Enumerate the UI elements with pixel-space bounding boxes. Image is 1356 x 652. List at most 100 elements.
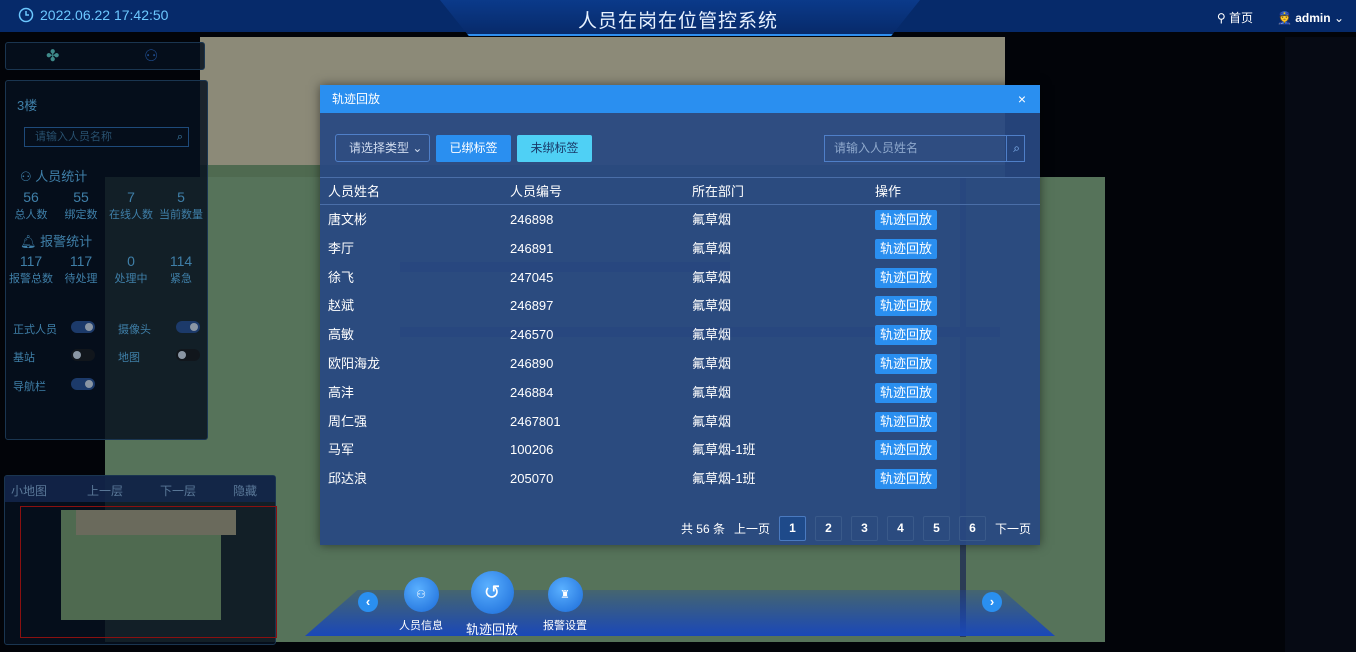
track-playback-button[interactable]: 轨迹回放	[875, 411, 938, 432]
cell-dept: 氟草烟	[692, 240, 732, 256]
stats-panel: 3楼 请输入人员名称 ⌕ ⚇ 人员统计 56 总人数 55 绑定数 7 在线人数 5 当前…	[5, 80, 208, 440]
table-header: 人员姓名 人员编号 所在部门 操作	[320, 178, 1040, 205]
toggle-camera[interactable]	[176, 321, 200, 333]
cell-id: 246898	[510, 212, 554, 227]
track-playback-button[interactable]: 轨迹回放	[875, 325, 938, 346]
track-playback-button[interactable]: 轨迹回放	[875, 354, 938, 374]
search-icon[interactable]: ⌕	[176, 131, 183, 143]
toggle-map[interactable]	[176, 349, 200, 361]
cell-name: 赵斌	[328, 298, 355, 314]
tab-person-icon[interactable]: ⚇	[144, 48, 159, 65]
cell-id: 247045	[510, 269, 554, 285]
next-floor-button[interactable]: 下一层	[160, 484, 197, 498]
nav-next-arrow-icon[interactable]: ›	[982, 592, 1002, 612]
alarm-light-icon: ♜	[547, 577, 583, 612]
table-row: 欧阳海龙 246890 氟草烟 轨迹回放	[320, 350, 1040, 378]
next-page-button[interactable]: 下一页	[994, 522, 1031, 536]
page-2-button[interactable]: 2	[814, 516, 842, 541]
tab-layers-icon[interactable]: ✤	[46, 48, 60, 65]
page-4-button[interactable]: 4	[886, 516, 914, 541]
cell-name: 高沣	[328, 384, 355, 400]
alarm-urgent: 114 紧急	[169, 253, 193, 285]
cell-id: 2467801	[510, 413, 561, 429]
alarm-pending: 117 待处理	[64, 253, 98, 285]
table-row: 李厅 246891 氟草烟 轨迹回放	[320, 235, 1040, 263]
pagination: 共 56 条 上一页 1 2 3 4 5 6 下一页	[681, 516, 1031, 541]
total-count: 共 56 条	[680, 522, 725, 536]
title-plate	[440, 0, 920, 36]
cell-dept: 氟草烟	[692, 269, 732, 285]
track-playback-button[interactable]: 轨迹回放	[875, 469, 938, 490]
personnel-table: 人员姓名 人员编号 所在部门 操作 唐文彬 246898 氟草烟 轨迹回放 李厅 2468…	[320, 177, 1040, 490]
page-5-button[interactable]: 5	[922, 516, 950, 541]
app-title: 人员在岗在位管控系统	[577, 11, 778, 32]
table-row: 周仁强 2467801 氟草烟 轨迹回放	[320, 408, 1040, 436]
minimap-view[interactable]	[20, 506, 277, 638]
cell-id: 246884	[510, 384, 554, 400]
cell-id: 100206	[510, 442, 554, 458]
alarm-title: 🔔︎ 报警统计	[20, 234, 93, 249]
history-icon: ↺	[470, 571, 514, 614]
track-playback-button[interactable]: 轨迹回放	[875, 440, 938, 461]
avatar: 👮	[1276, 10, 1292, 25]
user-menu[interactable]: 👮 admin ⌄	[1276, 10, 1344, 25]
cell-name: 邱达浪	[328, 471, 368, 487]
cell-dept: 氟草烟-1班	[692, 471, 756, 487]
nav-alarm-settings[interactable]: ♜ 报警设置	[537, 577, 593, 633]
cell-dept: 氟草烟	[692, 327, 732, 343]
cell-id: 246890	[510, 356, 554, 371]
prev-page-button[interactable]: 上一页	[733, 522, 770, 536]
table-row: 高敏 246570 氟草烟 轨迹回放	[320, 321, 1040, 349]
nav-personnel-info[interactable]: ⚇ 人员信息	[393, 577, 449, 633]
unbound-tag-button[interactable]: 未绑标签	[517, 135, 592, 162]
page-3-button[interactable]: 3	[850, 516, 878, 541]
search-icon[interactable]: ⌕	[1006, 136, 1020, 161]
cell-id: 205070	[510, 471, 554, 487]
track-playback-button[interactable]: 轨迹回放	[875, 238, 938, 259]
cell-dept: 氟草烟	[692, 413, 732, 429]
prev-floor-button[interactable]: 上一层	[87, 484, 124, 498]
cell-dept: 氟草烟	[692, 384, 732, 400]
cell-dept: 氟草烟	[692, 356, 732, 371]
track-playback-button[interactable]: 轨迹回放	[875, 267, 938, 288]
cell-dept: 氟草烟	[692, 212, 732, 227]
home-link[interactable]: ⚲ 首页	[1216, 11, 1253, 25]
table-row: 赵斌 246897 氟草烟 轨迹回放	[320, 292, 1040, 320]
chevron-down-icon: ⌄	[1333, 10, 1344, 25]
toggle-staff[interactable]	[71, 321, 95, 333]
table-row: 唐文彬 246898 氟草烟 轨迹回放	[320, 206, 1040, 234]
minimap-panel: 小地图 上一层 下一层 隐藏	[4, 475, 277, 645]
toggle-navbar[interactable]	[71, 378, 95, 390]
hide-minimap-button[interactable]: 隐藏	[233, 484, 258, 498]
table-row: 邱达浪 205070 氟草烟-1班 轨迹回放	[320, 465, 1040, 493]
datetime: 2022.06.22 17:42:50	[40, 7, 169, 23]
track-playback-button[interactable]: 轨迹回放	[875, 382, 938, 403]
cell-name: 唐文彬	[328, 212, 368, 227]
person-search-input[interactable]: 请输入人员名称 ⌕	[24, 127, 189, 147]
close-icon[interactable]: ×	[1017, 91, 1026, 107]
floor-label: 3楼	[17, 98, 38, 113]
alarm-processing: 0 处理中	[114, 253, 148, 285]
cell-id: 246897	[510, 298, 554, 314]
cell-name: 欧阳海龙	[328, 356, 381, 371]
stat-total: 56 总人数	[14, 189, 48, 221]
table-row: 徐飞 247045 氟草烟 轨迹回放	[320, 264, 1040, 292]
clock-icon	[18, 7, 34, 23]
cell-id: 246891	[510, 240, 554, 256]
type-select[interactable]: 请选择类型 ⌄	[335, 134, 430, 162]
bound-tag-button[interactable]: 已绑标签	[436, 135, 511, 162]
bell-icon: 🔔︎	[20, 234, 37, 249]
track-playback-button[interactable]: 轨迹回放	[875, 210, 938, 230]
cell-name: 徐飞	[328, 269, 355, 285]
track-playback-button[interactable]: 轨迹回放	[875, 296, 938, 317]
toggle-base-station[interactable]	[71, 349, 95, 361]
page-6-button[interactable]: 6	[958, 516, 986, 541]
person-icon: ⚇	[403, 577, 439, 612]
page-1-button[interactable]: 1	[778, 516, 806, 541]
minimap-tab[interactable]: 小地图	[11, 484, 48, 498]
nav-track-playback[interactable]: ↺ 轨迹回放	[461, 571, 523, 638]
nav-prev-arrow-icon[interactable]: ‹	[358, 592, 378, 612]
cell-dept: 氟草烟	[692, 298, 732, 314]
name-search-input[interactable]: 请输入人员姓名 ⌕	[824, 135, 1025, 162]
personnel-title: ⚇ 人员统计	[20, 169, 88, 184]
